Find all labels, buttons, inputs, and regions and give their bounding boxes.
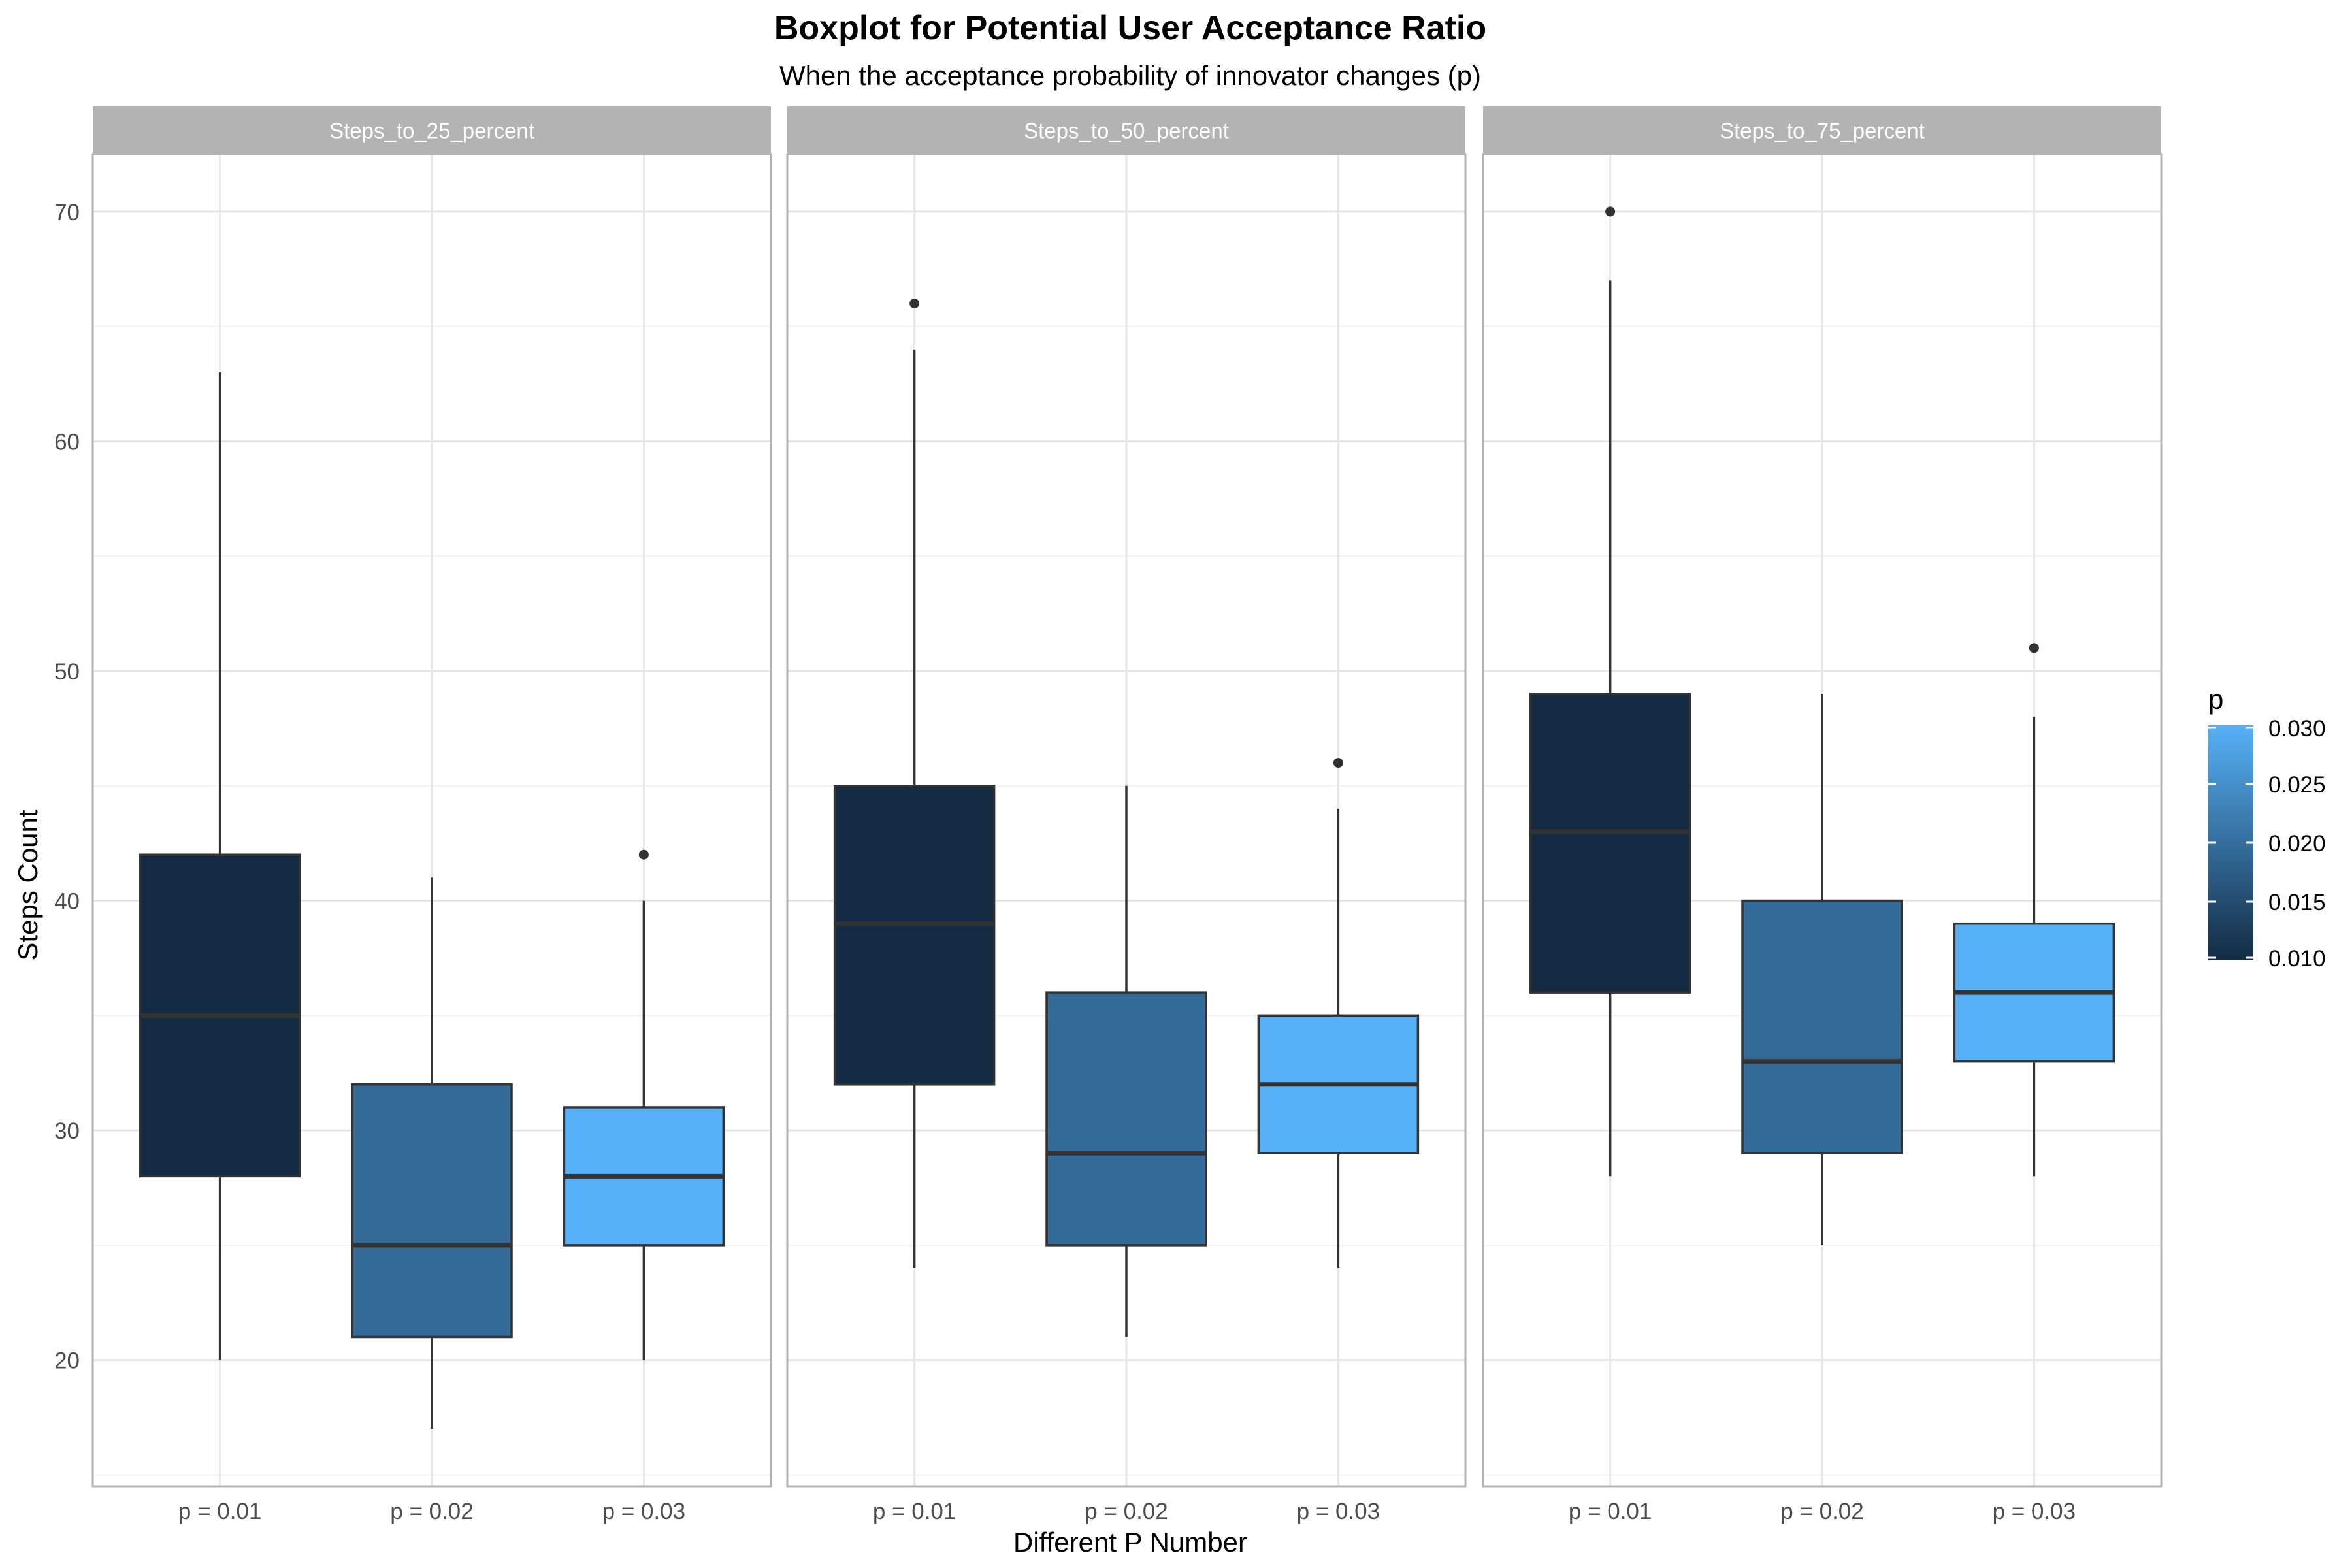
box-2: [1045, 785, 1207, 1337]
y-tick-label: 20: [54, 1348, 80, 1374]
facet-strip-label: Steps_to_50_percent: [1024, 119, 1229, 143]
y-tick-label: 70: [54, 200, 80, 225]
box-1: [833, 299, 996, 1269]
legend-tick-label: 0.025: [2268, 772, 2326, 798]
y-tick-label: 30: [54, 1119, 80, 1144]
chart-subtitle: When the acceptance probability of innov…: [779, 60, 1481, 91]
facet-strip: [93, 106, 771, 154]
box-1: [139, 372, 301, 1360]
x-tick-label: p = 0.02: [390, 1499, 473, 1524]
facet-strip-label: Steps_to_25_percent: [329, 119, 534, 143]
legend-tick-label: 0.020: [2268, 831, 2326, 857]
box-body: [351, 1083, 513, 1339]
x-tick-label: p = 0.01: [873, 1499, 956, 1524]
x-tick-label: p = 0.03: [1297, 1499, 1380, 1524]
x-tick-label: p = 0.01: [178, 1499, 261, 1524]
facet-strip-label: Steps_to_75_percent: [1720, 119, 1925, 143]
box-body: [833, 785, 996, 1086]
x-tick-label: p = 0.03: [602, 1499, 685, 1524]
facet-strip: [1483, 106, 2161, 154]
x-tick-label: p = 0.02: [1780, 1499, 1863, 1524]
outlier-point: [1605, 206, 1616, 217]
x-tick-label: p = 0.02: [1085, 1499, 1168, 1524]
box-body: [1741, 899, 1903, 1154]
chart-title: Boxplot for Potential User Acceptance Ra…: [774, 9, 1486, 47]
box-3: [1953, 643, 2115, 1177]
box-2: [1741, 694, 1903, 1245]
legend-tick-label: 0.015: [2268, 890, 2326, 915]
legend-tick-label: 0.030: [2268, 716, 2326, 742]
y-tick-label: 60: [54, 429, 80, 455]
x-tick-label: p = 0.01: [1569, 1499, 1652, 1524]
box-1: [1529, 206, 1691, 1177]
outlier-point: [1333, 758, 1343, 768]
box-3: [563, 849, 725, 1360]
outlier-point: [909, 299, 920, 309]
legend-tick-label: 0.010: [2268, 946, 2326, 972]
y-tick-label: 40: [54, 889, 80, 915]
outlier-point: [638, 849, 649, 860]
color-legend: p 0.010 0.015 0.020 0.025 0.030: [2208, 684, 2326, 972]
box-2: [351, 877, 513, 1429]
legend-title: p: [2208, 684, 2223, 715]
y-axis-label: Steps Count: [12, 809, 43, 960]
legend-ticks: 0.010 0.015 0.020 0.025 0.030: [2208, 716, 2326, 972]
x-axis-label: Different P Number: [1013, 1527, 1247, 1558]
y-tick-label: 50: [54, 659, 80, 685]
box-3: [1257, 758, 1420, 1269]
box-body: [1529, 693, 1691, 994]
outlier-point: [2029, 643, 2039, 653]
box-body: [1045, 991, 1207, 1247]
facet-strip: [787, 106, 1465, 154]
x-tick-label: p = 0.03: [1993, 1499, 2076, 1524]
